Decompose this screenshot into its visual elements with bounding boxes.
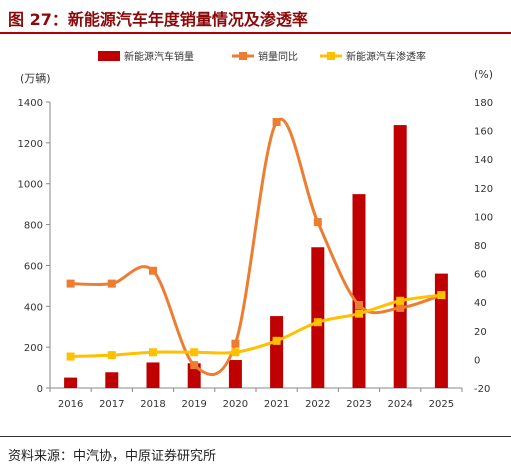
x-tick-label: 2018	[140, 399, 165, 410]
chart: 0 200 400 600 800 1000 1200 1400 -20 0 20 40 60 80 100…	[18, 50, 494, 410]
y-right-tick-label: 160	[474, 127, 493, 138]
axes-layer: 0 200 400 600 800 1000 1200 1400 -20 0 20 40 60 80 100…	[18, 68, 494, 410]
y-left-unit: (万辆)	[20, 71, 51, 85]
bar	[352, 194, 366, 388]
x-tick-label: 2023	[346, 399, 371, 410]
series-marker	[66, 352, 75, 361]
series-marker	[313, 318, 322, 327]
x-tick-label: 2017	[99, 399, 124, 410]
y-left-tick-label: 600	[24, 261, 43, 272]
y-right-tick-label: 20	[474, 327, 487, 338]
y-left-tick-label: 200	[24, 343, 43, 354]
x-tick-label: 2020	[223, 399, 248, 410]
bars-layer	[64, 125, 448, 388]
series-marker	[107, 279, 116, 288]
y-right-tick-label: 60	[474, 270, 487, 281]
series-marker	[396, 303, 405, 312]
bar	[311, 247, 325, 388]
y-left-tick-label: 0	[37, 384, 43, 395]
series-marker	[272, 336, 281, 345]
legend-swatch-bar	[98, 51, 120, 61]
series-line	[70, 293, 442, 359]
legend: 新能源汽车销量 销量同比 新能源汽车渗透率	[98, 50, 426, 63]
x-tick-label: 2024	[387, 399, 412, 410]
legend-swatch-marker	[239, 52, 247, 60]
series-marker	[396, 296, 405, 305]
legend-label: 销量同比	[258, 50, 298, 63]
y-right-tick-label: 0	[474, 355, 480, 366]
y-left-tick-label: 400	[24, 302, 43, 313]
series-marker	[190, 348, 199, 357]
bar	[105, 372, 119, 388]
y-left-tick-label: 1000	[18, 180, 43, 191]
legend-label: 新能源汽车销量	[124, 50, 194, 63]
y-left-tick-label: 1200	[18, 139, 43, 150]
bar	[228, 360, 242, 388]
y-right-tick-label: 140	[474, 155, 493, 166]
x-tick-label: 2025	[429, 399, 454, 410]
y-right-tick-label: 100	[474, 212, 493, 223]
y-right-unit: (%)	[474, 68, 493, 81]
legend-swatch-marker	[327, 52, 335, 60]
y-left-tick-label: 800	[24, 221, 43, 232]
x-tick-label: 2021	[264, 399, 289, 410]
y-left-tick-label: 1400	[18, 98, 43, 109]
series-marker	[272, 118, 281, 127]
series-line	[70, 117, 442, 377]
y-right-tick-label: 40	[474, 298, 487, 309]
figure-title: 图 27：新能源汽车年度销量情况及渗透率	[8, 10, 308, 29]
bar	[64, 377, 78, 388]
series-marker	[149, 348, 157, 357]
lines-layer	[66, 117, 446, 377]
x-tick-label: 2016	[58, 399, 83, 410]
bar	[434, 273, 448, 388]
series-marker	[355, 301, 363, 310]
series-marker	[190, 361, 199, 370]
y-right-tick-label: 180	[474, 98, 493, 109]
x-tick-label: 2022	[305, 399, 330, 410]
title-bar: 图 27：新能源汽车年度销量情况及渗透率	[0, 0, 511, 34]
series-marker	[355, 309, 363, 318]
bar	[146, 362, 160, 388]
series-marker	[437, 291, 446, 300]
source-note: 资料来源：中汽协，中原证券研究所	[8, 449, 217, 464]
x-tick-label: 2019	[181, 399, 206, 410]
y-right-tick-label: 80	[474, 241, 487, 252]
series-marker	[149, 266, 157, 275]
bar	[270, 316, 284, 388]
series-marker	[66, 279, 75, 288]
series-marker	[107, 351, 116, 360]
bar	[393, 125, 407, 388]
series-marker	[231, 339, 240, 348]
series-marker	[313, 218, 322, 227]
series-marker	[231, 348, 240, 357]
y-right-tick-label: -20	[474, 384, 490, 395]
legend-label: 新能源汽车渗透率	[346, 50, 426, 63]
y-right-tick-label: 120	[474, 184, 493, 195]
source-bar: 资料来源：中汽协，中原证券研究所	[0, 436, 511, 472]
